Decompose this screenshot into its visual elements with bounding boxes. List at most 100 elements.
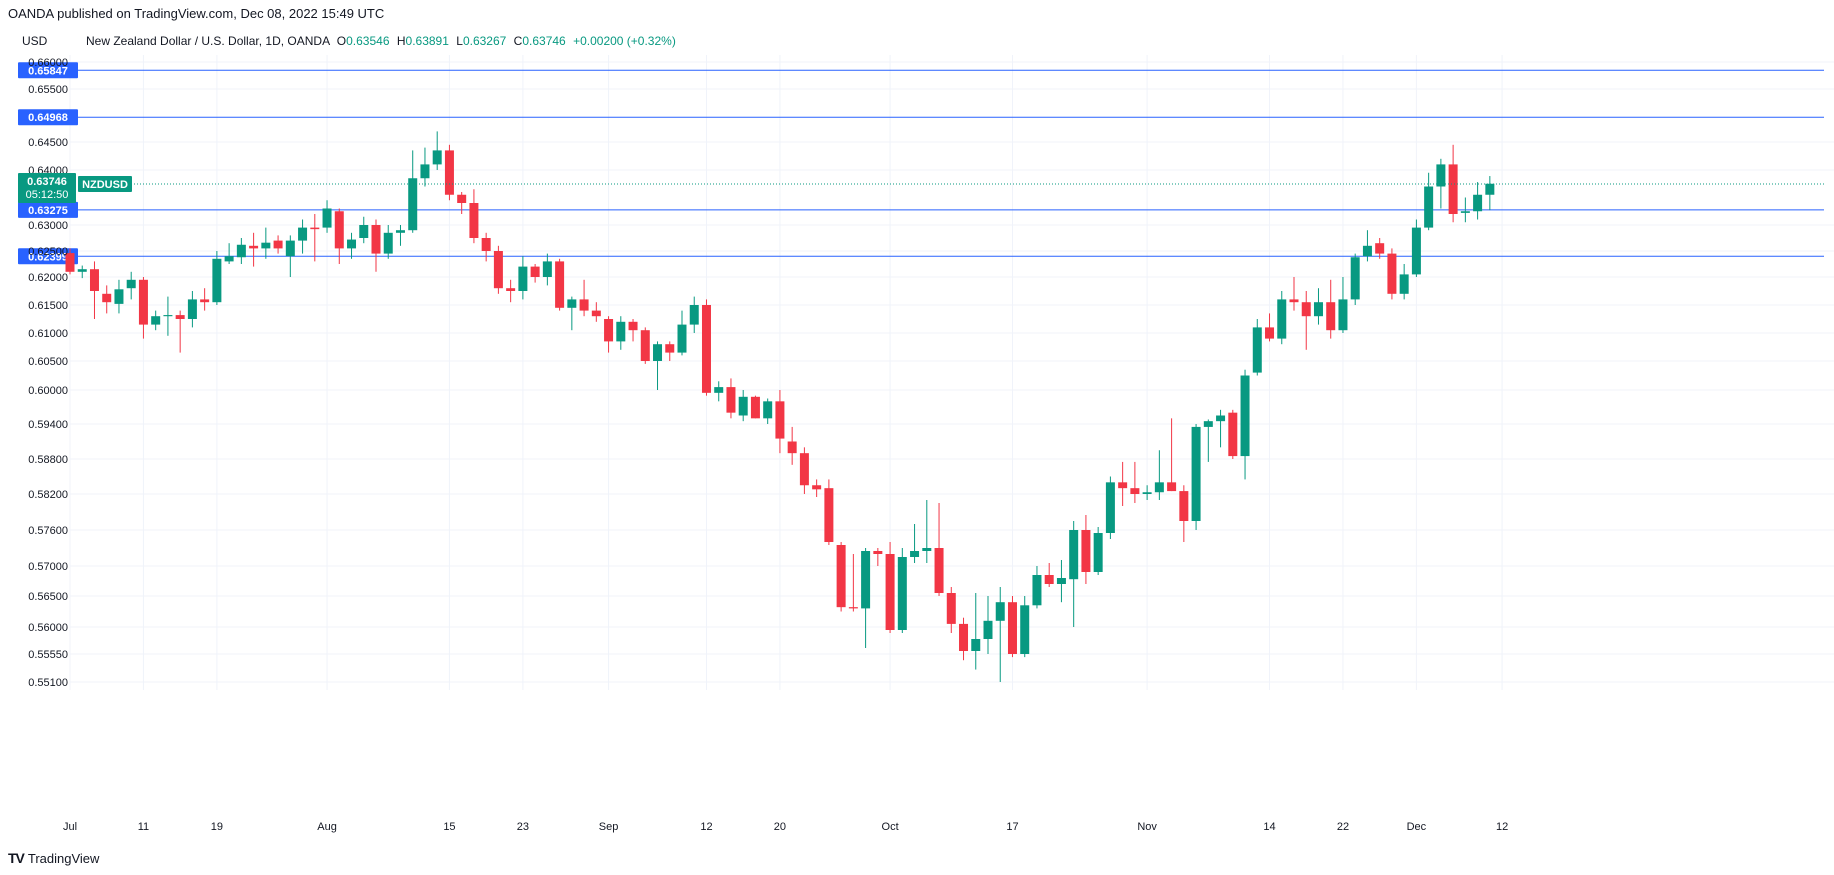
- x-tick-label: 22: [1337, 821, 1349, 833]
- symbol-line: New Zealand Dollar / U.S. Dollar, 1D, OA…: [86, 34, 676, 48]
- y-axis: 0.660000.655000.645000.640000.630000.625…: [28, 57, 68, 689]
- candle-body: [444, 150, 454, 195]
- candle-body: [432, 150, 442, 165]
- y-tick-label: 0.63000: [28, 220, 68, 232]
- candle-body: [469, 203, 479, 238]
- y-tick-label: 0.61000: [28, 328, 68, 340]
- candle-body: [347, 239, 357, 249]
- close-label: C: [514, 34, 523, 48]
- candle-body: [481, 238, 491, 251]
- candle-body: [812, 485, 822, 490]
- candle-body: [1093, 533, 1103, 572]
- candle-body: [1387, 253, 1397, 294]
- currency-label: USD: [22, 34, 48, 48]
- x-tick-label: 11: [138, 821, 149, 833]
- candle-body: [236, 244, 246, 258]
- candle-body: [1362, 245, 1372, 257]
- candle-body: [922, 548, 932, 551]
- candle-body: [934, 548, 944, 593]
- candle-body: [359, 225, 369, 238]
- candle-body: [506, 288, 516, 291]
- candle-body: [65, 253, 75, 272]
- candles: [65, 131, 1495, 682]
- candle-body: [383, 232, 393, 254]
- candle-body: [530, 266, 540, 277]
- close-value: 0.63746: [522, 34, 566, 48]
- candle-body: [787, 441, 797, 454]
- candle-body: [897, 557, 907, 630]
- candle-body: [665, 344, 675, 353]
- candle-body: [1338, 299, 1348, 331]
- candle-body: [1130, 488, 1140, 494]
- candle-body: [1240, 375, 1250, 457]
- level-tag-label: 0.62399: [28, 251, 68, 263]
- x-tick-label: 19: [211, 821, 223, 833]
- candle-body: [1301, 302, 1311, 317]
- candle-body: [310, 227, 320, 230]
- candle-body: [836, 545, 846, 608]
- candle-body: [604, 319, 614, 342]
- candle-body: [261, 242, 271, 249]
- candle-body: [1118, 482, 1128, 489]
- candle-body: [1411, 227, 1421, 275]
- y-tick-label: 0.62000: [28, 272, 68, 284]
- candle-body: [1485, 183, 1495, 195]
- x-tick-label: 12: [700, 821, 712, 833]
- candle-body: [1056, 578, 1066, 584]
- grid-layer: [69, 55, 1834, 690]
- current-price-value: 0.63746: [27, 176, 67, 188]
- y-tick-label: 0.59400: [28, 419, 68, 431]
- y-tick-label: 0.60500: [28, 356, 68, 368]
- candle-body: [1191, 426, 1201, 521]
- candle-body: [285, 240, 295, 257]
- candle-body: [701, 305, 711, 393]
- candle-body: [1252, 327, 1262, 373]
- tradingview-logo-icon: TV: [8, 850, 25, 866]
- candle-body: [1228, 412, 1238, 457]
- candle-body: [677, 324, 687, 353]
- x-tick-label: 15: [443, 821, 455, 833]
- candle-body: [395, 230, 405, 233]
- level-tag: [18, 109, 78, 126]
- low-label: L: [456, 34, 463, 48]
- open-value: 0.63546: [346, 34, 390, 48]
- candle-body: [763, 401, 773, 419]
- candle-body: [873, 551, 883, 554]
- change-value: +0.00200 (+0.32%): [573, 34, 676, 48]
- candle-body: [1436, 164, 1446, 187]
- candle-body: [273, 240, 283, 249]
- high-value: 0.63891: [406, 34, 450, 48]
- candle-body: [298, 227, 308, 241]
- y-tick-label: 0.57000: [28, 561, 68, 573]
- candle-body: [1179, 491, 1189, 521]
- x-tick-label: Dec: [1407, 821, 1427, 833]
- x-tick-label: Jul: [63, 821, 77, 833]
- candle-body: [1350, 257, 1360, 300]
- candle-body: [102, 293, 112, 303]
- level-tag: [18, 248, 78, 265]
- candle-body: [750, 396, 760, 419]
- candle-body: [212, 258, 222, 303]
- level-tag-label: 0.63275: [28, 205, 68, 217]
- candle-body: [371, 225, 381, 254]
- candle-body: [1203, 421, 1213, 427]
- candle-body: [1081, 530, 1091, 572]
- candle-body: [126, 279, 136, 289]
- candle-body: [187, 299, 197, 319]
- low-value: 0.63267: [463, 34, 507, 48]
- candle-body: [653, 344, 663, 361]
- candle-body: [885, 554, 895, 630]
- candle-body: [946, 593, 956, 624]
- candle-body: [114, 289, 124, 304]
- high-label: H: [397, 34, 406, 48]
- candle-body: [1154, 482, 1164, 493]
- candle-body: [1142, 492, 1152, 494]
- y-tick-label: 0.58200: [28, 489, 68, 501]
- candle-body: [910, 551, 920, 557]
- candle-body: [1044, 575, 1054, 584]
- tradingview-footer[interactable]: TV TradingView: [8, 850, 99, 866]
- candle-body: [334, 211, 344, 249]
- x-tick-label: 23: [517, 821, 529, 833]
